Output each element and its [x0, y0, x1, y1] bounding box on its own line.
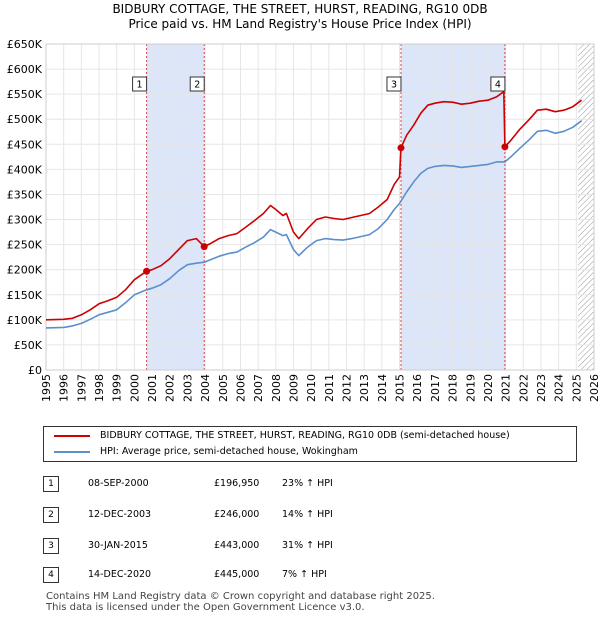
- transaction-date: 08-SEP-2000: [88, 478, 149, 489]
- footer-licence: This data is licensed under the Open Gov…: [46, 602, 365, 613]
- price-chart: 1 2 3 4 £0 £50K £100K £150K £200K £250K £300K £350K…: [7, 38, 600, 402]
- x-tick-label: 2002: [164, 374, 177, 402]
- sale-label-text: 3: [391, 80, 397, 91]
- transaction-number: 1: [43, 476, 59, 492]
- x-tick-label: 2018: [447, 374, 460, 402]
- transaction-row: 4 14-DEC-2020 £445,000 7% ↑ HPI: [0, 567, 600, 585]
- chart-title: BIDBURY COTTAGE, THE STREET, HURST, READ…: [112, 2, 488, 16]
- x-tick-label: 2011: [323, 374, 336, 402]
- x-tick-label: 1999: [111, 374, 124, 402]
- x-tick-label: 2008: [270, 374, 283, 402]
- x-tick-label: 2006: [234, 374, 247, 402]
- x-tick-label: 2005: [217, 374, 230, 402]
- sale-point: [143, 267, 151, 275]
- hpi-line: [45, 120, 583, 329]
- y-tick-label: £100K: [7, 314, 43, 327]
- transaction-price: £445,000: [214, 569, 260, 580]
- transaction-price: £196,950: [214, 478, 260, 489]
- sale-label-box: [189, 76, 205, 92]
- x-tick-label: 2026: [588, 374, 600, 402]
- transaction-row: 2 12-DEC-2003 £246,000 14% ↑ HPI: [0, 507, 600, 525]
- property-price-line: [45, 90, 583, 321]
- x-tick-label: 2010: [305, 374, 318, 402]
- transaction-row: 3 30-JAN-2015 £443,000 31% ↑ HPI: [0, 538, 600, 556]
- x-tick-label: 2021: [500, 374, 513, 402]
- transaction-date: 12-DEC-2003: [88, 509, 152, 520]
- x-tick-label: 2022: [517, 374, 530, 402]
- sale-label-text: 1: [137, 80, 143, 91]
- transaction-number: 3: [43, 538, 59, 554]
- footer-copyright: Contains HM Land Registry data © Crown c…: [46, 591, 435, 602]
- chart-subtitle: Price paid vs. HM Land Registry's House …: [128, 17, 472, 31]
- x-tick-label: 2000: [128, 374, 141, 402]
- x-tick-label: 1997: [75, 374, 88, 402]
- x-tick-label: 2003: [181, 374, 194, 402]
- transaction-hpi: 14% ↑ HPI: [282, 509, 333, 520]
- y-tick-label: £350K: [7, 188, 43, 201]
- sale-point: [200, 243, 208, 251]
- x-tick-label: 2019: [464, 374, 477, 402]
- x-tick-label: 2025: [570, 374, 583, 402]
- y-tick-label: £500K: [7, 113, 43, 126]
- y-tick-label: £200K: [7, 264, 43, 277]
- sale-point: [397, 144, 405, 152]
- y-tick-label: £650K: [7, 38, 43, 51]
- sale-point: [501, 143, 509, 151]
- transaction-row: 1 08-SEP-2000 £196,950 23% ↑ HPI: [0, 476, 600, 494]
- x-tick-label: 2009: [287, 374, 300, 402]
- legend-label-property: BIDBURY COTTAGE, THE STREET, HURST, READ…: [100, 430, 510, 441]
- y-tick-label: £250K: [7, 239, 43, 252]
- x-tick-label: 2020: [482, 374, 495, 402]
- x-tick-label: 2012: [341, 374, 354, 402]
- x-tick-label: 2013: [358, 374, 371, 402]
- transaction-price: £246,000: [214, 509, 260, 520]
- x-tick-label: 2024: [553, 374, 566, 402]
- x-tick-label: 2004: [199, 374, 212, 402]
- x-tick-label: 2017: [429, 374, 442, 402]
- transaction-hpi: 7% ↑ HPI: [282, 569, 327, 580]
- legend-label-hpi: HPI: Average price, semi-detached house,…: [100, 446, 358, 457]
- y-tick-label: £0: [28, 364, 42, 377]
- y-tick-label: £50K: [14, 339, 43, 352]
- transaction-date: 14-DEC-2020: [88, 569, 152, 580]
- transaction-price: £443,000: [214, 540, 260, 551]
- sale-label-text: 2: [194, 80, 200, 91]
- sale-label-box: [132, 76, 148, 92]
- sale-label-box: [386, 76, 402, 92]
- transaction-date: 30-JAN-2015: [88, 540, 148, 551]
- x-tick-label: 2016: [411, 374, 424, 402]
- y-tick-label: £600K: [7, 63, 43, 76]
- transaction-hpi: 31% ↑ HPI: [282, 540, 333, 551]
- x-tick-label: 2015: [394, 374, 407, 402]
- plot-frame: [45, 43, 595, 371]
- y-tick-label: £400K: [7, 163, 43, 176]
- sale-label-box: [490, 76, 506, 92]
- legend: BIDBURY COTTAGE, THE STREET, HURST, READ…: [43, 426, 577, 462]
- transaction-number: 2: [43, 507, 59, 523]
- y-tick-label: £300K: [7, 214, 43, 227]
- x-tick-label: 1996: [58, 374, 71, 402]
- legend-swatch-hpi: [54, 451, 90, 453]
- x-tick-label: 2001: [146, 374, 159, 402]
- sale-period-shade: [146, 44, 205, 370]
- forecast-hatch: [578, 44, 594, 370]
- y-tick-label: £550K: [7, 88, 43, 101]
- x-tick-label: 1998: [93, 374, 106, 402]
- x-tick-label: 2023: [535, 374, 548, 402]
- legend-swatch-property: [54, 435, 90, 437]
- x-tick-label: 1995: [40, 374, 53, 402]
- sale-label-text: 4: [495, 80, 501, 91]
- transaction-number: 4: [43, 567, 59, 583]
- transaction-hpi: 23% ↑ HPI: [282, 478, 333, 489]
- x-tick-label: 2014: [376, 374, 389, 402]
- y-tick-label: £150K: [7, 289, 43, 302]
- y-tick-label: £450K: [7, 138, 43, 151]
- x-tick-label: 2007: [252, 374, 265, 402]
